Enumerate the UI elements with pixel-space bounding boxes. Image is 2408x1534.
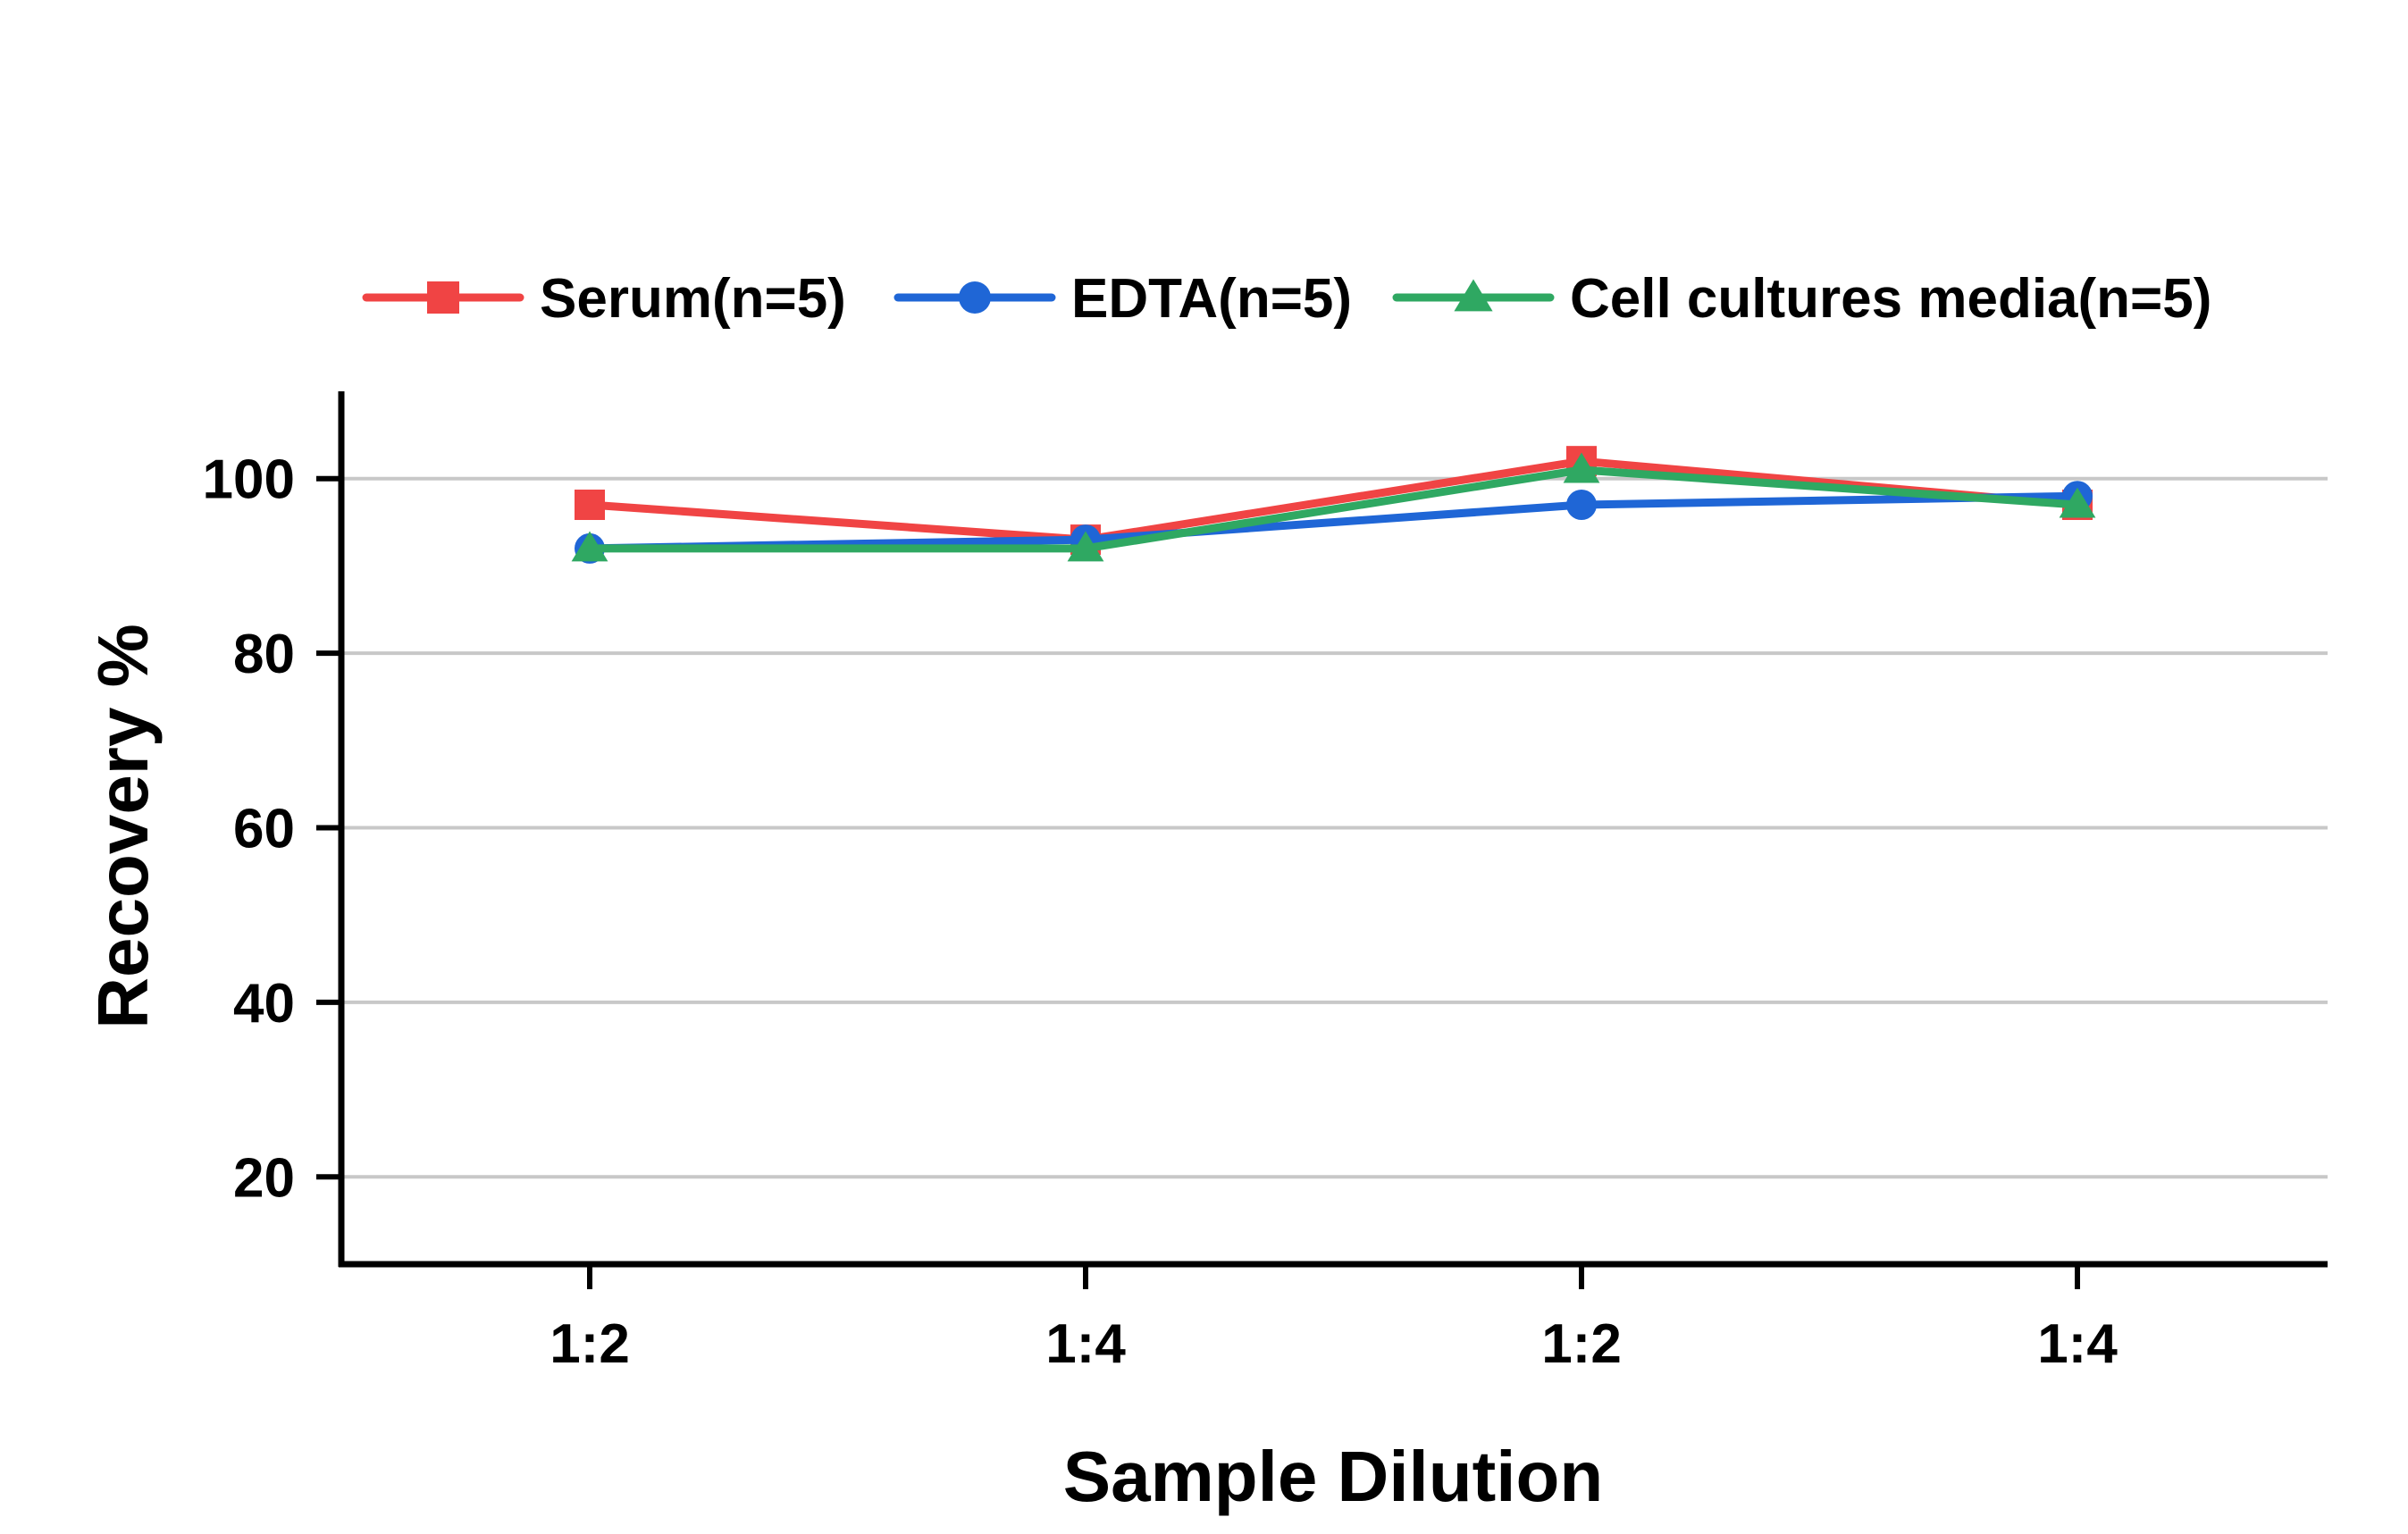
x-axis-title: Sample Dilution — [1063, 1437, 1604, 1516]
x-tick-label: 1:4 — [1045, 1313, 1126, 1375]
legend-marker — [1454, 279, 1493, 312]
series-line — [585, 465, 2082, 553]
data-point — [571, 531, 608, 562]
legend-marker — [959, 281, 991, 314]
legend-marker — [427, 281, 459, 314]
series-2 — [571, 452, 2096, 562]
axes: 20 40 60 80 100 1:2 1:4 1:2 1:4 — [203, 391, 2328, 1375]
y-tick-label: 60 — [233, 799, 295, 860]
series-line — [585, 457, 2082, 544]
legend-label: Cell cultures media(n=5) — [1570, 268, 2211, 330]
legend-item-2: Cell cultures media(n=5) — [1392, 268, 2211, 330]
y-tick-label: 40 — [233, 973, 295, 1035]
data-point — [1563, 452, 1600, 483]
legend-item-0: Serum(n=5) — [362, 268, 846, 330]
legend-item-1: EDTA(n=5) — [894, 268, 1352, 330]
y-tick-label: 20 — [233, 1147, 295, 1209]
y-tick-label: 80 — [233, 624, 295, 685]
legend-label: Serum(n=5) — [540, 268, 846, 330]
y-tick-label: 100 — [203, 449, 295, 511]
x-tick-label: 1:2 — [550, 1313, 630, 1375]
data-series — [571, 446, 2096, 564]
grid-lines — [341, 476, 2328, 1179]
data-point — [575, 490, 605, 521]
series-line — [585, 491, 2082, 553]
y-axis-title: Recovery % — [83, 624, 163, 1029]
data-point — [1566, 490, 1597, 521]
data-point — [2059, 487, 2096, 518]
data-point — [1067, 531, 1104, 562]
x-tick-label: 1:4 — [2037, 1313, 2118, 1375]
legend: Serum(n=5) EDTA(n=5) Cell cultures media(n… — [362, 268, 2211, 330]
x-tick-label: 1:2 — [1541, 1313, 1622, 1375]
legend-label: EDTA(n=5) — [1071, 268, 1352, 330]
